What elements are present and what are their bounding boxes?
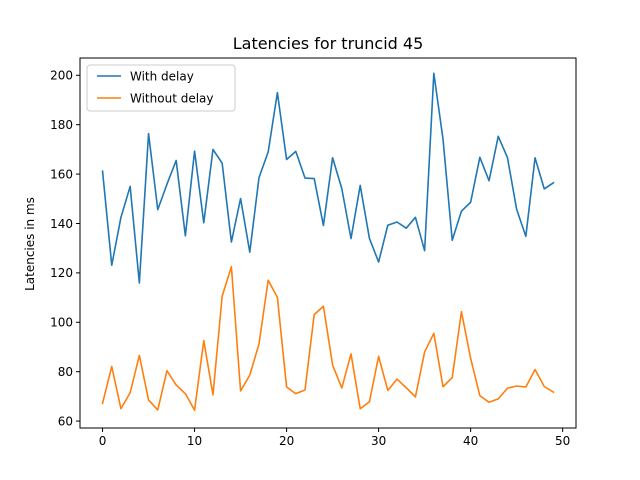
axes-frame: [79, 57, 577, 429]
y-tick-label: 80: [58, 365, 73, 379]
series-line-without-delay: [101, 265, 555, 412]
legend-label-with-delay: With delay: [130, 70, 194, 84]
y-tick-label: 140: [50, 217, 73, 231]
y-tick-label: 120: [50, 266, 73, 280]
x-tick-label: 10: [187, 434, 202, 448]
series-line-with-delay: [101, 72, 555, 284]
legend-box: [86, 64, 236, 112]
y-tick-label: 60: [58, 414, 73, 428]
y-tick-label: 200: [50, 69, 73, 83]
y-tick-label: 100: [50, 316, 73, 330]
x-tick-label: 30: [371, 434, 386, 448]
chart-title: Latencies for truncid 45: [233, 34, 424, 53]
legend-label-without-delay: Without delay: [130, 92, 214, 106]
x-tick-label: 50: [555, 434, 570, 448]
x-tick-label: 40: [463, 434, 478, 448]
legend: With delay Without delay: [86, 64, 236, 112]
y-tick-label: 160: [50, 167, 73, 181]
plot-area: 0 10 20 30 40 50 60 80 100 120 140 160 180 200: [50, 69, 570, 448]
y-tick-label: 180: [50, 118, 73, 132]
x-tick-label: 0: [99, 434, 107, 448]
y-axis-label: Latencies in ms: [23, 197, 37, 291]
x-tick-label: 20: [279, 434, 294, 448]
